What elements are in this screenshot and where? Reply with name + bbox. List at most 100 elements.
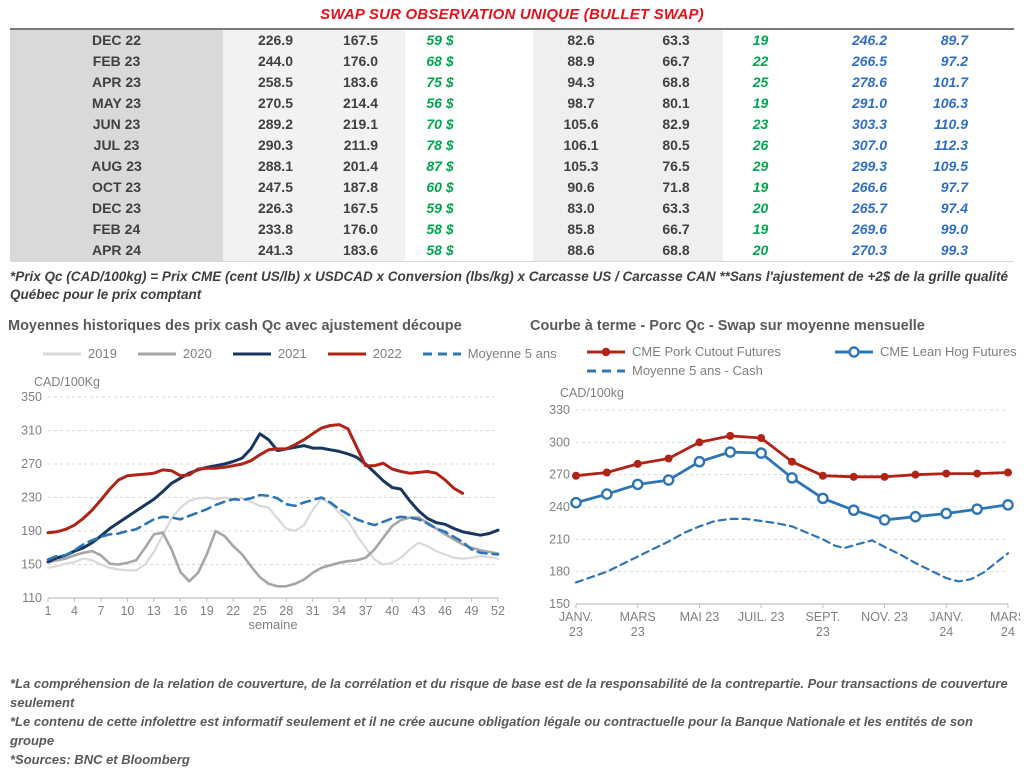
svg-text:4: 4 bbox=[71, 604, 78, 618]
historical-prices-panel: Moyennes historiques des prix cash Qc av… bbox=[0, 318, 557, 659]
basis-cell: 87 $ bbox=[426, 158, 454, 174]
legend-item: 2021 bbox=[232, 346, 307, 361]
svg-text:23: 23 bbox=[569, 625, 583, 639]
swap-table: DEC 22 226.9 167.5 59 $82.6 63.3 19 246.2 89.7 F… bbox=[10, 28, 1014, 262]
cme-cell: 82.9 bbox=[629, 114, 723, 135]
svg-text:1: 1 bbox=[45, 604, 52, 618]
blue-value-cell: 112.3 bbox=[934, 137, 968, 153]
svg-text:10: 10 bbox=[120, 604, 134, 618]
basis-cell: 78 $ bbox=[426, 137, 454, 153]
cme-cell: 85.8 bbox=[533, 219, 629, 240]
cme-cell: 80.1 bbox=[629, 93, 723, 114]
left-chart-legend: 2019 2020 2021 2022 Moyenne 5 ans bbox=[42, 346, 557, 362]
table-row: DEC 23 226.3 167.5 59 $ 83.0 63.3 20 265.7 97.4 bbox=[10, 198, 1014, 219]
legend-label: 2020 bbox=[182, 346, 212, 362]
legend-line-swatch bbox=[137, 352, 176, 356]
legend-label: 2022 bbox=[372, 346, 402, 362]
prix-qc-cell: 288.1 bbox=[223, 156, 314, 177]
month-cell: FEB 24 bbox=[10, 219, 223, 240]
prix-cell: 187.8 bbox=[314, 177, 405, 198]
blue-value-cell: 278.6 bbox=[851, 74, 887, 90]
table-row: JUL 23 290.3 211.9 78 $ 106.1 80.5 26 307.0 112.… bbox=[10, 135, 1014, 156]
cme-cell: 98.7 bbox=[533, 93, 629, 114]
legend-line-swatch bbox=[587, 347, 625, 357]
prix-cell: 183.6 bbox=[314, 240, 405, 261]
green-value-cell: 25 bbox=[752, 74, 769, 90]
prix-cell: 201.4 bbox=[314, 156, 405, 177]
green-value-cell: 20 bbox=[752, 200, 769, 216]
svg-text:13: 13 bbox=[147, 604, 161, 618]
sources-line: *Sources: BNC et Bloomberg bbox=[10, 751, 190, 767]
month-cell: OCT 23 bbox=[10, 177, 223, 198]
svg-text:180: 180 bbox=[549, 565, 570, 579]
blue-value-cell: 109.5 bbox=[932, 158, 968, 174]
cme-cell: 82.6 bbox=[533, 30, 629, 51]
spacer bbox=[505, 156, 533, 177]
spacer bbox=[505, 198, 533, 219]
left-chart-title: Moyennes historiques des prix cash Qc av… bbox=[8, 318, 462, 335]
svg-text:350: 350 bbox=[21, 391, 42, 404]
table-row: MAY 23 270.5 214.4 56 $ 98.7 80.1 19 291.0 106.3 bbox=[10, 93, 1014, 114]
prix-cell: 211.9 bbox=[314, 135, 405, 156]
svg-text:49: 49 bbox=[465, 604, 479, 618]
green-value-cell: 19 bbox=[752, 179, 769, 195]
prix-qc-cell: 244.0 bbox=[223, 51, 314, 72]
spacer bbox=[505, 51, 533, 72]
disclaimer-footer: *La compréhension de la relation de couv… bbox=[10, 675, 1014, 769]
prix-cell: 167.5 bbox=[314, 30, 405, 51]
cme-cell: 66.7 bbox=[629, 51, 723, 72]
prix-qc-cell: 226.9 bbox=[223, 30, 314, 51]
svg-text:330: 330 bbox=[549, 403, 570, 417]
svg-text:JANV.: JANV. bbox=[929, 610, 963, 624]
blue-value-cell: 269.6 bbox=[851, 221, 887, 237]
table-row: APR 24 241.3 183.6 58 $ 88.6 68.8 20 270.3 99.3 bbox=[10, 240, 1014, 261]
svg-text:300: 300 bbox=[549, 436, 570, 450]
svg-text:230: 230 bbox=[21, 491, 42, 505]
blue-value-cell: 106.3 bbox=[932, 95, 968, 111]
month-cell: APR 24 bbox=[10, 240, 223, 261]
blue-value-cell: 97.2 bbox=[940, 53, 968, 69]
prix-cell: 219.1 bbox=[314, 114, 405, 135]
blue-value-cell: 99.0 bbox=[940, 221, 968, 237]
svg-text:190: 190 bbox=[21, 524, 42, 538]
series-moyenne-5-ans bbox=[46, 494, 500, 562]
svg-text:24: 24 bbox=[939, 625, 953, 639]
spacer bbox=[505, 93, 533, 114]
green-value-cell: 19 bbox=[752, 32, 769, 48]
cme-cell: 83.0 bbox=[533, 198, 629, 219]
month-cell: DEC 23 bbox=[10, 198, 223, 219]
right-chart-title: Courbe à terme - Porc Qc - Swap sur moye… bbox=[530, 318, 925, 335]
month-cell: APR 23 bbox=[10, 72, 223, 93]
blue-value-cell: 110.9 bbox=[934, 116, 968, 132]
disclaimer-line: *La compréhension de la relation de couv… bbox=[10, 676, 1008, 711]
svg-text:MAI 23: MAI 23 bbox=[680, 610, 720, 624]
prix-qc-cell: 258.5 bbox=[223, 72, 314, 93]
month-cell: MAY 23 bbox=[10, 93, 223, 114]
legend-item: 2022 bbox=[327, 346, 402, 361]
series-2022 bbox=[46, 423, 465, 535]
blue-value-cell: 307.0 bbox=[851, 137, 887, 153]
prix-qc-cell: 270.5 bbox=[223, 93, 314, 114]
cme-cell: 63.3 bbox=[629, 198, 723, 219]
cme-cell: 63.3 bbox=[629, 30, 723, 51]
prix-cell: 176.0 bbox=[314, 51, 405, 72]
month-cell: FEB 23 bbox=[10, 51, 223, 72]
table-row: DEC 22 226.9 167.5 59 $ 82.6 63.3 19 246.2 89.7 bbox=[10, 30, 1014, 51]
basis-cell: 56 $ bbox=[426, 95, 454, 111]
svg-text:MARS: MARS bbox=[620, 610, 656, 624]
prix-cell: 176.0 bbox=[314, 219, 405, 240]
legend-label: Moyenne 5 ans - Cash bbox=[632, 363, 763, 379]
svg-text:31: 31 bbox=[306, 604, 320, 618]
month-cell: JUN 23 bbox=[10, 114, 223, 135]
table-row: JUN 23 289.2 219.1 70 $ 105.6 82.9 23 303.3 110.… bbox=[10, 114, 1014, 135]
cme-cell: 76.5 bbox=[629, 156, 723, 177]
green-value-cell: 20 bbox=[752, 242, 769, 258]
green-value-cell: 29 bbox=[752, 158, 769, 174]
svg-text:MARS: MARS bbox=[990, 610, 1020, 624]
right-chart-legend: CME Pork Cutout Futures CME Lean Hog Futu… bbox=[586, 344, 1024, 378]
legend-label: 2019 bbox=[88, 346, 117, 362]
prix-cell: 183.6 bbox=[314, 72, 405, 93]
series-moyenne-5-ans-cash bbox=[574, 518, 1010, 584]
cme-cell: 80.5 bbox=[629, 135, 723, 156]
